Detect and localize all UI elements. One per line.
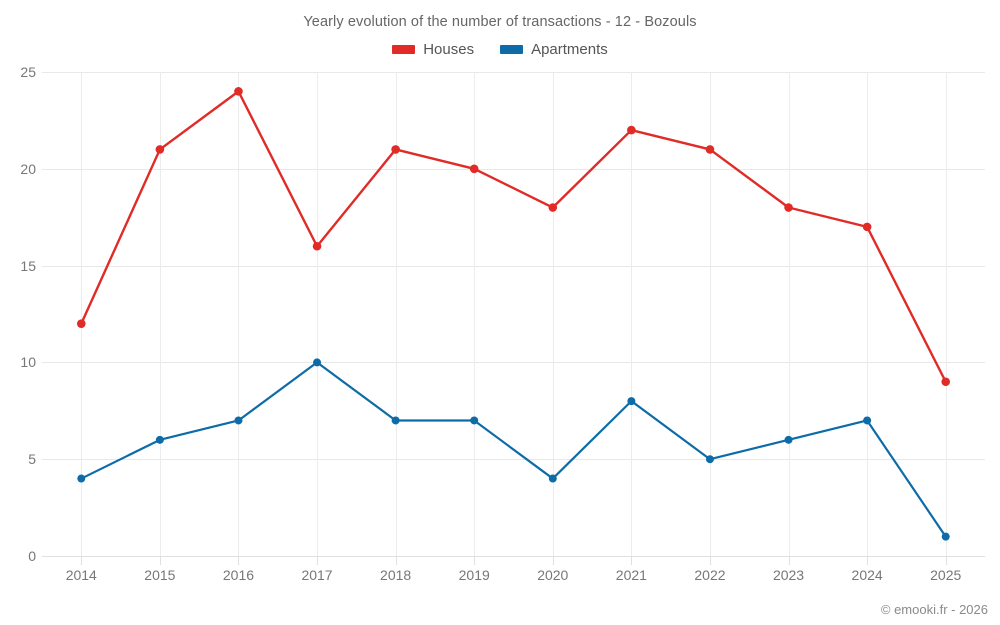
legend-label-houses: Houses xyxy=(423,41,475,58)
x-tick-label: 2025 xyxy=(930,567,962,583)
gridline-vertical xyxy=(474,72,476,556)
x-tick-mark xyxy=(474,556,476,565)
gridline-horizontal xyxy=(42,362,985,364)
gridline-horizontal xyxy=(42,459,985,461)
x-tick-mark xyxy=(552,556,554,565)
gridline-vertical xyxy=(81,72,83,556)
y-tick-label: 10 xyxy=(20,354,36,371)
gridline-vertical xyxy=(788,72,790,556)
x-tick-mark xyxy=(238,556,240,565)
gridline-horizontal xyxy=(42,265,985,267)
x-tick-mark xyxy=(631,556,633,565)
y-tick-label: 5 xyxy=(28,451,36,468)
x-tick-label: 2016 xyxy=(222,567,255,583)
footer-credit: © emooki.fr - 2026 xyxy=(880,602,988,617)
x-tick-label: 2015 xyxy=(144,567,176,583)
x-tick-label: 2022 xyxy=(694,567,726,583)
x-tick-label: 2023 xyxy=(772,567,805,583)
gridline-vertical xyxy=(709,72,711,556)
gridline-vertical xyxy=(395,72,397,556)
y-tick-label: 25 xyxy=(20,64,36,80)
plot-area xyxy=(42,72,985,557)
gridline-horizontal xyxy=(42,72,985,73)
gridline-vertical xyxy=(631,72,633,556)
x-tick-label: 2017 xyxy=(301,567,333,583)
legend-swatch-apartments xyxy=(500,45,524,54)
y-tick-label: 15 xyxy=(20,257,36,274)
x-tick-label: 2024 xyxy=(851,567,883,583)
x-tick-mark xyxy=(945,556,947,565)
legend-label-apartments: Apartments xyxy=(531,41,608,58)
x-tick-mark xyxy=(788,556,790,565)
legend-swatch-houses xyxy=(392,45,416,54)
y-tick-label: 20 xyxy=(20,160,36,177)
gridline-vertical xyxy=(159,72,161,556)
gridline-vertical xyxy=(945,72,947,556)
gridline-vertical xyxy=(552,72,554,556)
chart-legend: Houses Apartments xyxy=(0,42,1000,57)
x-tick-mark xyxy=(709,556,711,565)
legend-item-houses[interactable]: Houses xyxy=(392,42,474,57)
legend-item-apartments[interactable]: Apartments xyxy=(500,42,608,57)
gridline-vertical xyxy=(867,72,869,556)
x-tick-mark xyxy=(867,556,869,565)
gridline-vertical xyxy=(238,72,240,556)
x-tick-mark xyxy=(159,556,161,565)
x-axis-line xyxy=(42,556,985,557)
y-axis-labels: 0 5 10 15 20 25 xyxy=(0,65,36,563)
y-tick-label: 0 xyxy=(28,548,36,564)
x-tick-mark xyxy=(317,556,319,565)
x-tick-label: 2014 xyxy=(65,567,97,583)
x-tick-label: 2019 xyxy=(458,567,490,583)
x-tick-mark xyxy=(395,556,397,565)
gridline-vertical xyxy=(317,72,319,556)
chart-title: Yearly evolution of the number of transa… xyxy=(303,14,697,30)
gridline-horizontal xyxy=(42,168,985,170)
x-tick-label: 2020 xyxy=(537,567,569,583)
x-tick-mark xyxy=(81,556,83,565)
x-tick-label: 2018 xyxy=(380,567,412,583)
x-tick-label: 2021 xyxy=(615,567,647,583)
